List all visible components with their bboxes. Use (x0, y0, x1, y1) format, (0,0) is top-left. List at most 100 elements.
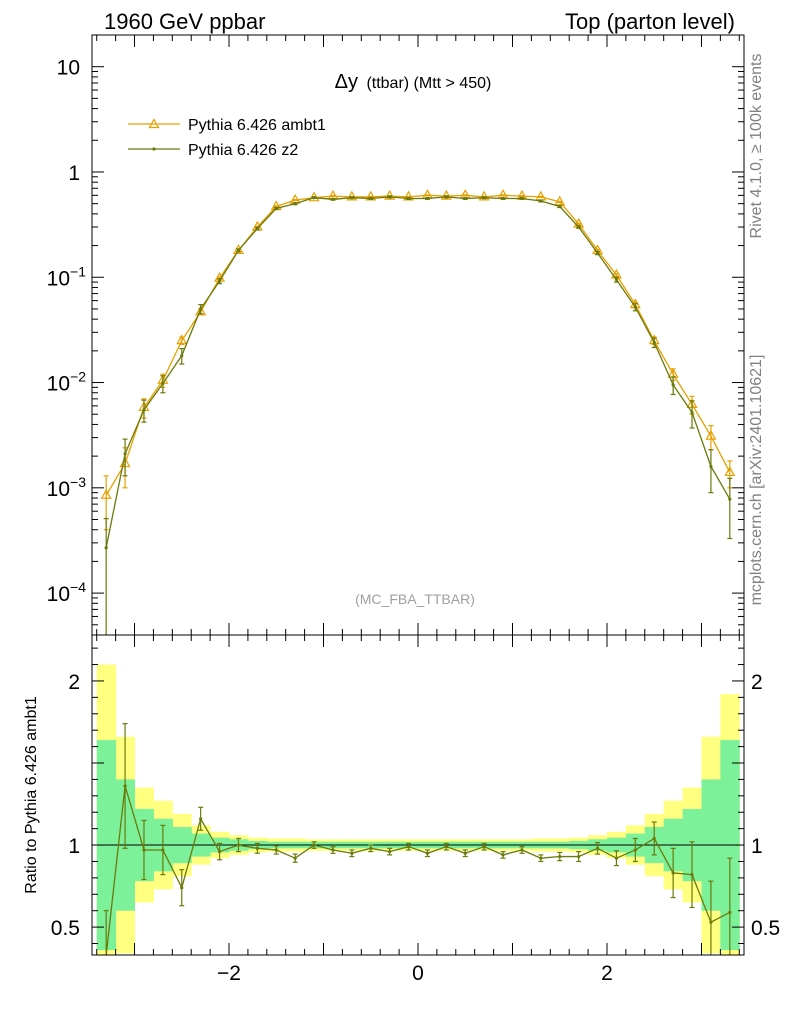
y-tick-exponent: −2 (70, 369, 86, 385)
data-point-z2 (236, 248, 241, 252)
ratio-point-z2 (709, 920, 713, 924)
y-tick-base: 10 (47, 478, 70, 501)
chart-title: Δy (ttbar) (Mtt > 450) (335, 71, 492, 93)
ratio-point-z2 (425, 851, 430, 855)
data-point-z2 (293, 202, 297, 206)
ratio-point-z2 (388, 850, 392, 854)
legend-item-ambt1: Pythia 6.426 ambt1 (128, 117, 326, 134)
ratio-point-z2 (123, 784, 127, 788)
series-line-ambt1 (105, 194, 731, 496)
legend-marker-z2 (152, 147, 156, 151)
data-point-z2 (595, 251, 600, 255)
ratio-series-layer (103, 723, 733, 956)
ratio-point-z2 (671, 871, 675, 875)
x-tick-label: 0 (412, 962, 424, 985)
series-line-z2 (105, 196, 731, 548)
main-y-tick-label: 10−3 (47, 474, 87, 501)
ratio-point-z2 (728, 910, 732, 914)
chart-title-main: Δy (335, 71, 358, 93)
data-point-ambt1 (440, 189, 452, 200)
data-point-z2 (123, 452, 127, 456)
chart-title-sub: (ttbar) (Mtt > 450) (366, 75, 491, 92)
x-tick-label: −2 (217, 962, 241, 985)
data-point-z2 (406, 196, 411, 201)
data-point-z2 (501, 196, 505, 201)
data-point-ambt1 (100, 489, 112, 499)
ratio-point-z2 (690, 872, 694, 877)
legend: Pythia 6.426 ambt1 Pythia 6.426 z2 (128, 117, 326, 159)
ratio-point-z2 (350, 851, 354, 855)
ratio-point-z2 (236, 843, 241, 847)
data-point-z2 (217, 279, 222, 283)
main-y-tick-label: 1 (68, 162, 80, 185)
data-point-ambt1 (384, 189, 396, 200)
ratio-point-z2 (180, 886, 184, 890)
data-point-ambt1 (724, 466, 736, 477)
main-y-tick-label: 10−2 (47, 369, 87, 396)
ratio-y-axis-label: Ratio to Pythia 6.426 ambt1 (23, 696, 40, 894)
data-point-z2 (539, 199, 543, 203)
data-point-z2 (444, 195, 448, 199)
ratio-point-z2 (406, 845, 411, 849)
ratio-point-z2 (312, 843, 316, 847)
ratio-point-z2 (331, 848, 335, 852)
y-tick-base: 10 (47, 267, 70, 290)
ratio-point-z2 (217, 850, 222, 854)
ratio-point-z2 (255, 846, 259, 850)
data-point-z2 (558, 204, 562, 209)
data-point-z2 (142, 408, 146, 412)
data-point-z2 (709, 464, 713, 468)
data-point-z2 (728, 497, 732, 501)
y-tick-base: 10 (47, 373, 70, 396)
ratio-line-z2 (105, 785, 731, 956)
analysis-watermark: (MC_FBA_TTBAR) (355, 591, 475, 607)
ratio-y-tick-label: 0.5 (51, 917, 80, 940)
data-point-z2 (274, 206, 278, 211)
data-point-z2 (482, 196, 486, 200)
data-point-z2 (312, 196, 316, 200)
data-point-ambt1 (195, 305, 207, 316)
data-point-z2 (350, 196, 354, 200)
legend-label-ambt1: Pythia 6.426 ambt1 (188, 117, 326, 134)
ratio-frame (91, 634, 745, 956)
y-tick-exponent: −1 (70, 263, 86, 279)
data-point-z2 (463, 196, 467, 201)
ratio-point-z2 (520, 848, 524, 852)
main-axis-ticks (92, 34, 744, 636)
data-point-z2 (425, 196, 430, 201)
ratio-point-z2 (199, 817, 203, 821)
data-point-ambt1 (478, 190, 490, 201)
ratio-point-z2 (463, 851, 467, 855)
ratio-point-z2 (558, 854, 562, 859)
y-tick-base: 1 (68, 162, 80, 185)
ratio-point-z2 (501, 853, 505, 857)
mcplots-label: mcplots.cern.ch [arXiv:2401.10621] (748, 355, 765, 606)
y-tick-base: 10 (47, 583, 70, 606)
ratio-point-z2 (577, 854, 581, 859)
ratio-axis-ticks (92, 635, 744, 955)
data-point-z2 (255, 226, 259, 231)
data-point-z2 (690, 410, 694, 415)
data-point-ambt1 (176, 334, 188, 345)
ratio-point-z2 (369, 846, 373, 850)
ratio-point-z2 (274, 848, 278, 852)
y-tick-exponent: −4 (70, 579, 86, 595)
data-point-z2 (161, 381, 165, 386)
data-point-z2 (199, 307, 203, 311)
ratio-panel: 0.5 0.5 1 1 2 2 −2 0 2 Ratio to Pythia 6.426 amb… (23, 634, 780, 985)
data-point-z2 (652, 340, 656, 345)
data-point-z2 (577, 225, 581, 229)
data-point-z2 (388, 195, 392, 199)
ratio-point-z2 (161, 848, 165, 852)
ratio-point-z2 (444, 845, 448, 849)
ratio-point-z2 (482, 845, 486, 849)
ratio-point-z2 (293, 856, 297, 860)
data-point-z2 (671, 383, 675, 387)
ratio-point-z2 (633, 848, 637, 852)
ratio-uncertainty-bands (96, 664, 740, 955)
data-point-z2 (180, 354, 184, 358)
header-left: 1960 GeV ppbar (104, 9, 265, 34)
ratio-point-z2 (142, 848, 146, 852)
